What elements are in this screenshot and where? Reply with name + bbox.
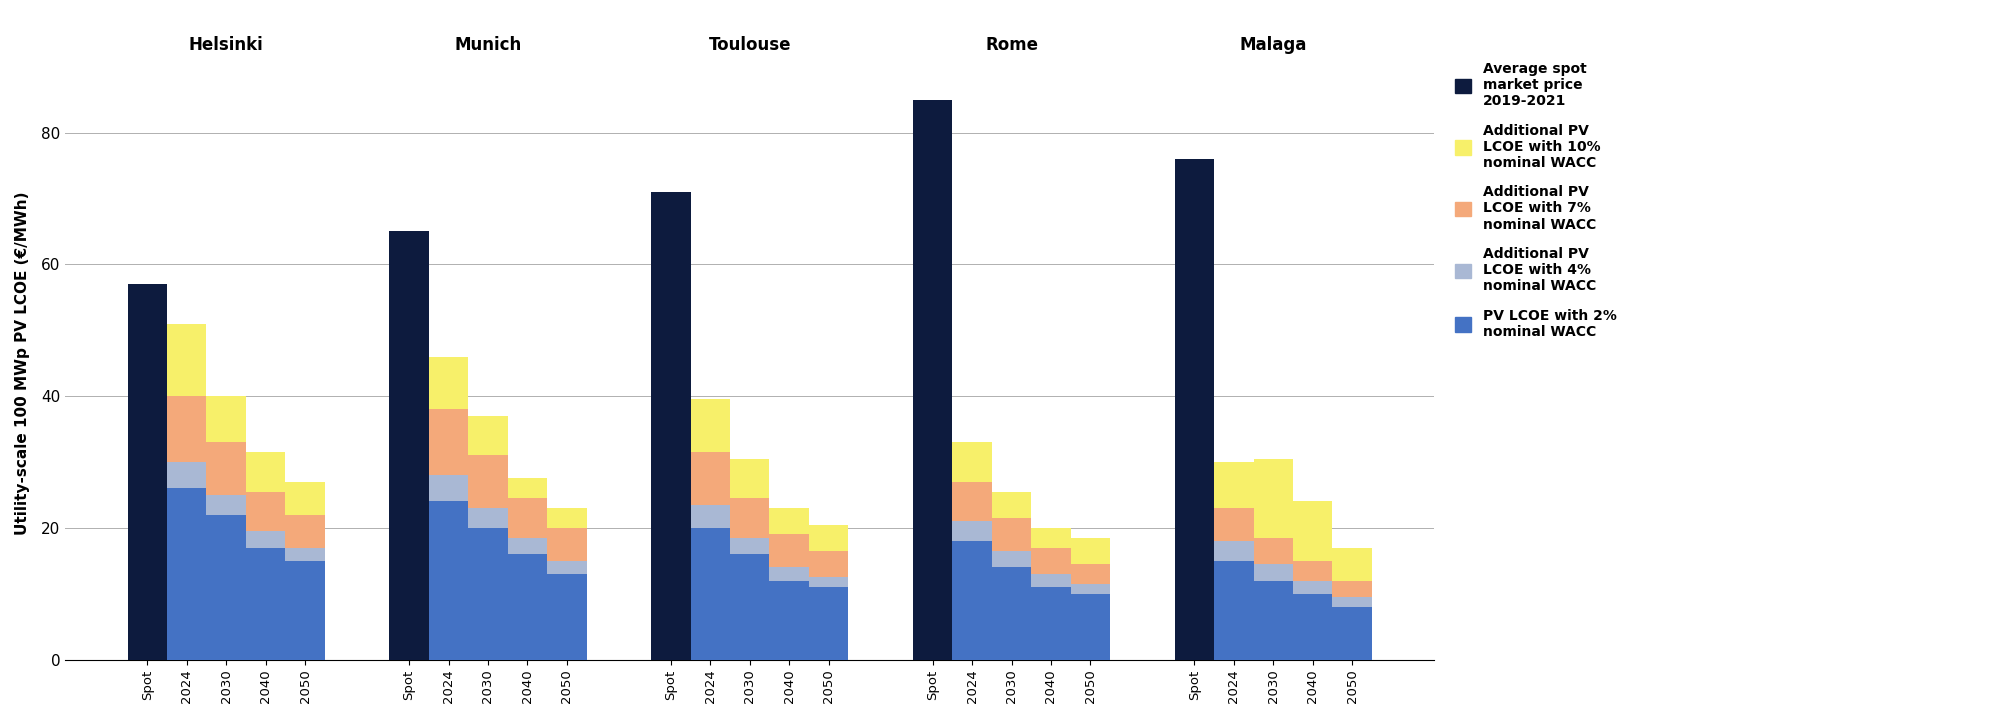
Bar xyxy=(810,587,848,660)
Bar xyxy=(1293,580,1333,594)
Bar xyxy=(914,100,952,660)
Text: Rome: Rome xyxy=(986,36,1038,54)
Bar xyxy=(992,492,1032,518)
Bar xyxy=(1070,538,1110,564)
Bar xyxy=(429,357,469,409)
Bar xyxy=(1070,584,1110,594)
Bar xyxy=(691,505,729,528)
Bar xyxy=(285,548,325,561)
Bar xyxy=(691,399,729,452)
Bar xyxy=(389,231,429,660)
Bar xyxy=(1333,607,1373,660)
Y-axis label: Utility-scale 100 MWp PV LCOE (€/MWh): Utility-scale 100 MWp PV LCOE (€/MWh) xyxy=(14,192,30,535)
Bar xyxy=(1214,508,1255,541)
Bar xyxy=(952,482,992,521)
Bar xyxy=(547,574,587,660)
Bar xyxy=(729,459,770,498)
Bar xyxy=(1214,541,1255,561)
Bar xyxy=(206,515,246,660)
Bar xyxy=(691,528,729,660)
Bar xyxy=(1174,159,1214,660)
Bar xyxy=(507,498,547,538)
Bar xyxy=(770,508,810,534)
Bar xyxy=(992,567,1032,660)
Bar xyxy=(128,284,166,660)
Bar xyxy=(429,501,469,660)
Text: Toulouse: Toulouse xyxy=(709,36,792,54)
Bar xyxy=(770,567,810,580)
Bar xyxy=(206,495,246,515)
Legend: Average spot
market price
2019-2021, Additional PV
LCOE with 10%
nominal WACC, A: Average spot market price 2019-2021, Add… xyxy=(1455,62,1617,339)
Bar xyxy=(246,548,285,660)
Bar xyxy=(952,442,992,482)
Bar xyxy=(285,561,325,660)
Bar xyxy=(166,462,206,488)
Bar xyxy=(1032,548,1070,574)
Bar xyxy=(469,508,507,528)
Bar xyxy=(1255,538,1293,564)
Bar xyxy=(1333,580,1373,597)
Text: Malaga: Malaga xyxy=(1240,36,1307,54)
Bar xyxy=(507,478,547,498)
Bar xyxy=(1032,528,1070,548)
Text: Helsinki: Helsinki xyxy=(188,36,265,54)
Bar xyxy=(729,538,770,554)
Bar xyxy=(992,551,1032,567)
Bar xyxy=(429,475,469,501)
Bar xyxy=(651,192,691,660)
Bar xyxy=(547,528,587,561)
Bar xyxy=(729,498,770,538)
Bar xyxy=(469,455,507,508)
Bar xyxy=(1070,594,1110,660)
Bar xyxy=(952,521,992,541)
Bar xyxy=(469,416,507,455)
Bar xyxy=(206,396,246,442)
Bar xyxy=(1293,594,1333,660)
Bar xyxy=(166,488,206,660)
Bar xyxy=(206,442,246,495)
Bar xyxy=(429,409,469,475)
Bar xyxy=(810,551,848,577)
Text: Munich: Munich xyxy=(455,36,521,54)
Bar xyxy=(166,396,206,462)
Bar xyxy=(952,541,992,660)
Bar xyxy=(246,492,285,531)
Bar xyxy=(547,508,587,528)
Bar xyxy=(1333,597,1373,607)
Bar xyxy=(810,525,848,551)
Bar xyxy=(770,580,810,660)
Bar xyxy=(1214,561,1255,660)
Bar xyxy=(1032,574,1070,587)
Bar xyxy=(547,561,587,574)
Bar xyxy=(285,515,325,548)
Bar xyxy=(1333,548,1373,580)
Bar xyxy=(246,452,285,492)
Bar xyxy=(810,577,848,587)
Bar xyxy=(1032,587,1070,660)
Bar xyxy=(691,452,729,505)
Bar xyxy=(770,534,810,567)
Bar xyxy=(992,518,1032,551)
Bar xyxy=(285,482,325,515)
Bar xyxy=(1255,580,1293,660)
Bar xyxy=(166,324,206,396)
Bar xyxy=(729,554,770,660)
Bar xyxy=(1293,501,1333,561)
Bar xyxy=(1293,561,1333,580)
Bar xyxy=(1255,459,1293,538)
Bar xyxy=(1070,564,1110,584)
Bar xyxy=(1255,564,1293,580)
Bar xyxy=(469,528,507,660)
Bar xyxy=(246,531,285,548)
Bar xyxy=(507,538,547,554)
Bar xyxy=(1214,462,1255,508)
Bar xyxy=(507,554,547,660)
